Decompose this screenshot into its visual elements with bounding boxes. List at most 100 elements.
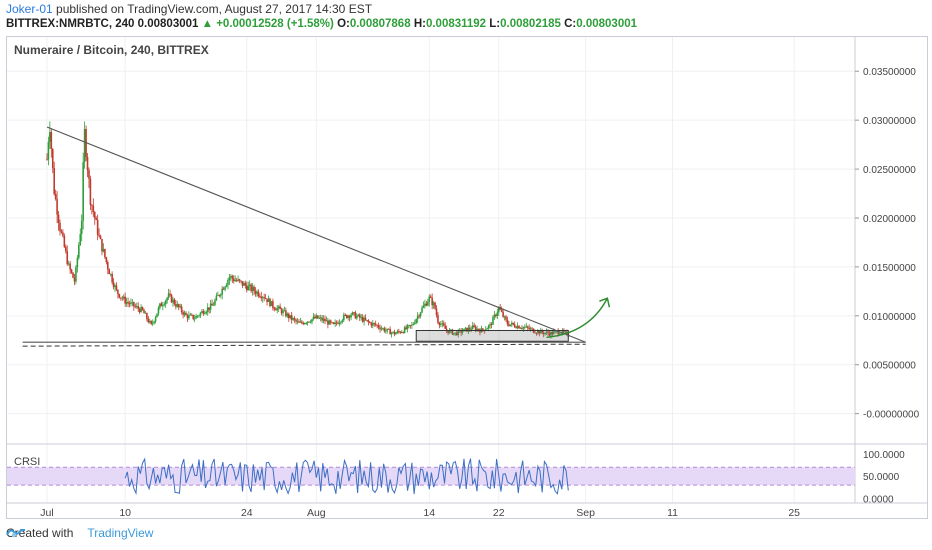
candle-body bbox=[60, 231, 63, 233]
candle-body bbox=[195, 315, 197, 319]
candle-body bbox=[66, 251, 69, 265]
candle-body bbox=[422, 305, 425, 308]
candle-body bbox=[502, 311, 504, 317]
candle-body bbox=[487, 325, 490, 329]
candle-body bbox=[334, 322, 336, 325]
symbol-label: BITTREX:NMRBTC, 240 bbox=[6, 18, 135, 30]
candle-body bbox=[221, 288, 223, 295]
candle-body bbox=[371, 323, 374, 326]
candle-body bbox=[360, 317, 363, 318]
candle-body bbox=[366, 320, 368, 321]
candle-body bbox=[322, 318, 325, 321]
candle-body bbox=[545, 331, 548, 333]
candle-body bbox=[76, 257, 79, 268]
candle-body bbox=[398, 331, 400, 332]
candle-body bbox=[222, 288, 225, 290]
candle-body bbox=[408, 325, 410, 326]
y-tick-label: -0.00000000 bbox=[863, 410, 920, 421]
crsi-tick-label: 0.0000 bbox=[863, 495, 894, 506]
candle-body bbox=[67, 263, 70, 265]
candle-body bbox=[256, 291, 258, 294]
candle-body bbox=[550, 331, 552, 336]
candle-body bbox=[453, 332, 455, 335]
candle-body bbox=[406, 325, 409, 329]
candle-body bbox=[159, 303, 161, 308]
candle-body bbox=[555, 330, 558, 332]
candle-body bbox=[63, 235, 66, 247]
candle-body bbox=[206, 307, 209, 312]
candle-body bbox=[124, 296, 126, 304]
candle-body bbox=[228, 277, 231, 280]
candle-body bbox=[51, 148, 54, 169]
candle-body bbox=[471, 325, 474, 330]
candle-body bbox=[440, 324, 442, 325]
candle-body bbox=[466, 327, 468, 332]
candle-body bbox=[219, 294, 222, 296]
candle-body bbox=[118, 294, 121, 298]
candle-body bbox=[451, 329, 454, 335]
candle-body bbox=[395, 332, 397, 335]
candle-body bbox=[318, 317, 321, 319]
candle-body bbox=[95, 218, 98, 221]
candle-body bbox=[319, 317, 322, 319]
candle-body bbox=[59, 222, 61, 232]
y-tick-label: 0.02000000 bbox=[863, 214, 916, 225]
tradingview-brand[interactable]: TradingView bbox=[87, 526, 154, 540]
candle-body bbox=[308, 321, 310, 323]
candle-body bbox=[137, 306, 139, 309]
price-chart[interactable]: 0.03500000 0.03000000 0.02500000 0.02000000… bbox=[0, 0, 932, 520]
candle-body bbox=[416, 315, 419, 320]
candle-body bbox=[121, 297, 124, 299]
candle-body bbox=[240, 280, 242, 282]
candle-body bbox=[399, 331, 402, 333]
candle-body bbox=[340, 321, 342, 323]
candle-body bbox=[301, 321, 303, 323]
projection-arrow bbox=[546, 297, 609, 339]
candle-body bbox=[263, 297, 265, 299]
candle-body bbox=[531, 328, 533, 330]
candle-body bbox=[335, 322, 338, 324]
x-tick-label: 24 bbox=[241, 507, 253, 519]
candle-body bbox=[78, 244, 80, 258]
candle-body bbox=[343, 314, 345, 320]
candle-body bbox=[266, 298, 268, 303]
candle-body bbox=[173, 299, 176, 305]
candle-body bbox=[538, 330, 541, 334]
candle-body bbox=[508, 324, 510, 326]
candle-body bbox=[114, 285, 116, 288]
candle-body bbox=[554, 330, 557, 332]
x-tick-label: Jul bbox=[40, 507, 53, 519]
candle-body bbox=[412, 323, 415, 325]
candle-body bbox=[331, 322, 334, 324]
chart-frame[interactable] bbox=[6, 36, 928, 519]
candle-body bbox=[324, 318, 326, 322]
candle-body bbox=[285, 310, 287, 317]
candle-body bbox=[524, 327, 526, 328]
candle-body bbox=[312, 316, 315, 320]
crsi-line bbox=[124, 457, 569, 496]
candle-body bbox=[441, 323, 444, 325]
candle-body bbox=[393, 331, 396, 335]
candle-body bbox=[385, 330, 387, 332]
author-link[interactable]: Joker-01 bbox=[6, 2, 53, 16]
candle-body bbox=[193, 318, 196, 320]
candle-body bbox=[237, 279, 239, 281]
candle-body bbox=[434, 302, 436, 309]
candle-body bbox=[157, 307, 160, 314]
candle-body bbox=[208, 307, 210, 310]
x-tick-label: Sep bbox=[576, 507, 595, 519]
candle-body bbox=[561, 330, 564, 334]
candle-body bbox=[175, 304, 177, 307]
candle-body bbox=[251, 286, 254, 291]
candle-body bbox=[160, 303, 163, 307]
candle-body bbox=[104, 249, 106, 258]
candle-body bbox=[117, 289, 119, 295]
change-value: +0.00012528 (+1.58%) bbox=[216, 18, 334, 30]
candle-body bbox=[144, 313, 147, 314]
candle-body bbox=[515, 326, 517, 329]
candle-body bbox=[325, 320, 328, 322]
candle-body bbox=[244, 283, 247, 286]
candle-body bbox=[321, 317, 323, 321]
candle-body bbox=[383, 328, 386, 332]
candle-body bbox=[344, 314, 347, 316]
